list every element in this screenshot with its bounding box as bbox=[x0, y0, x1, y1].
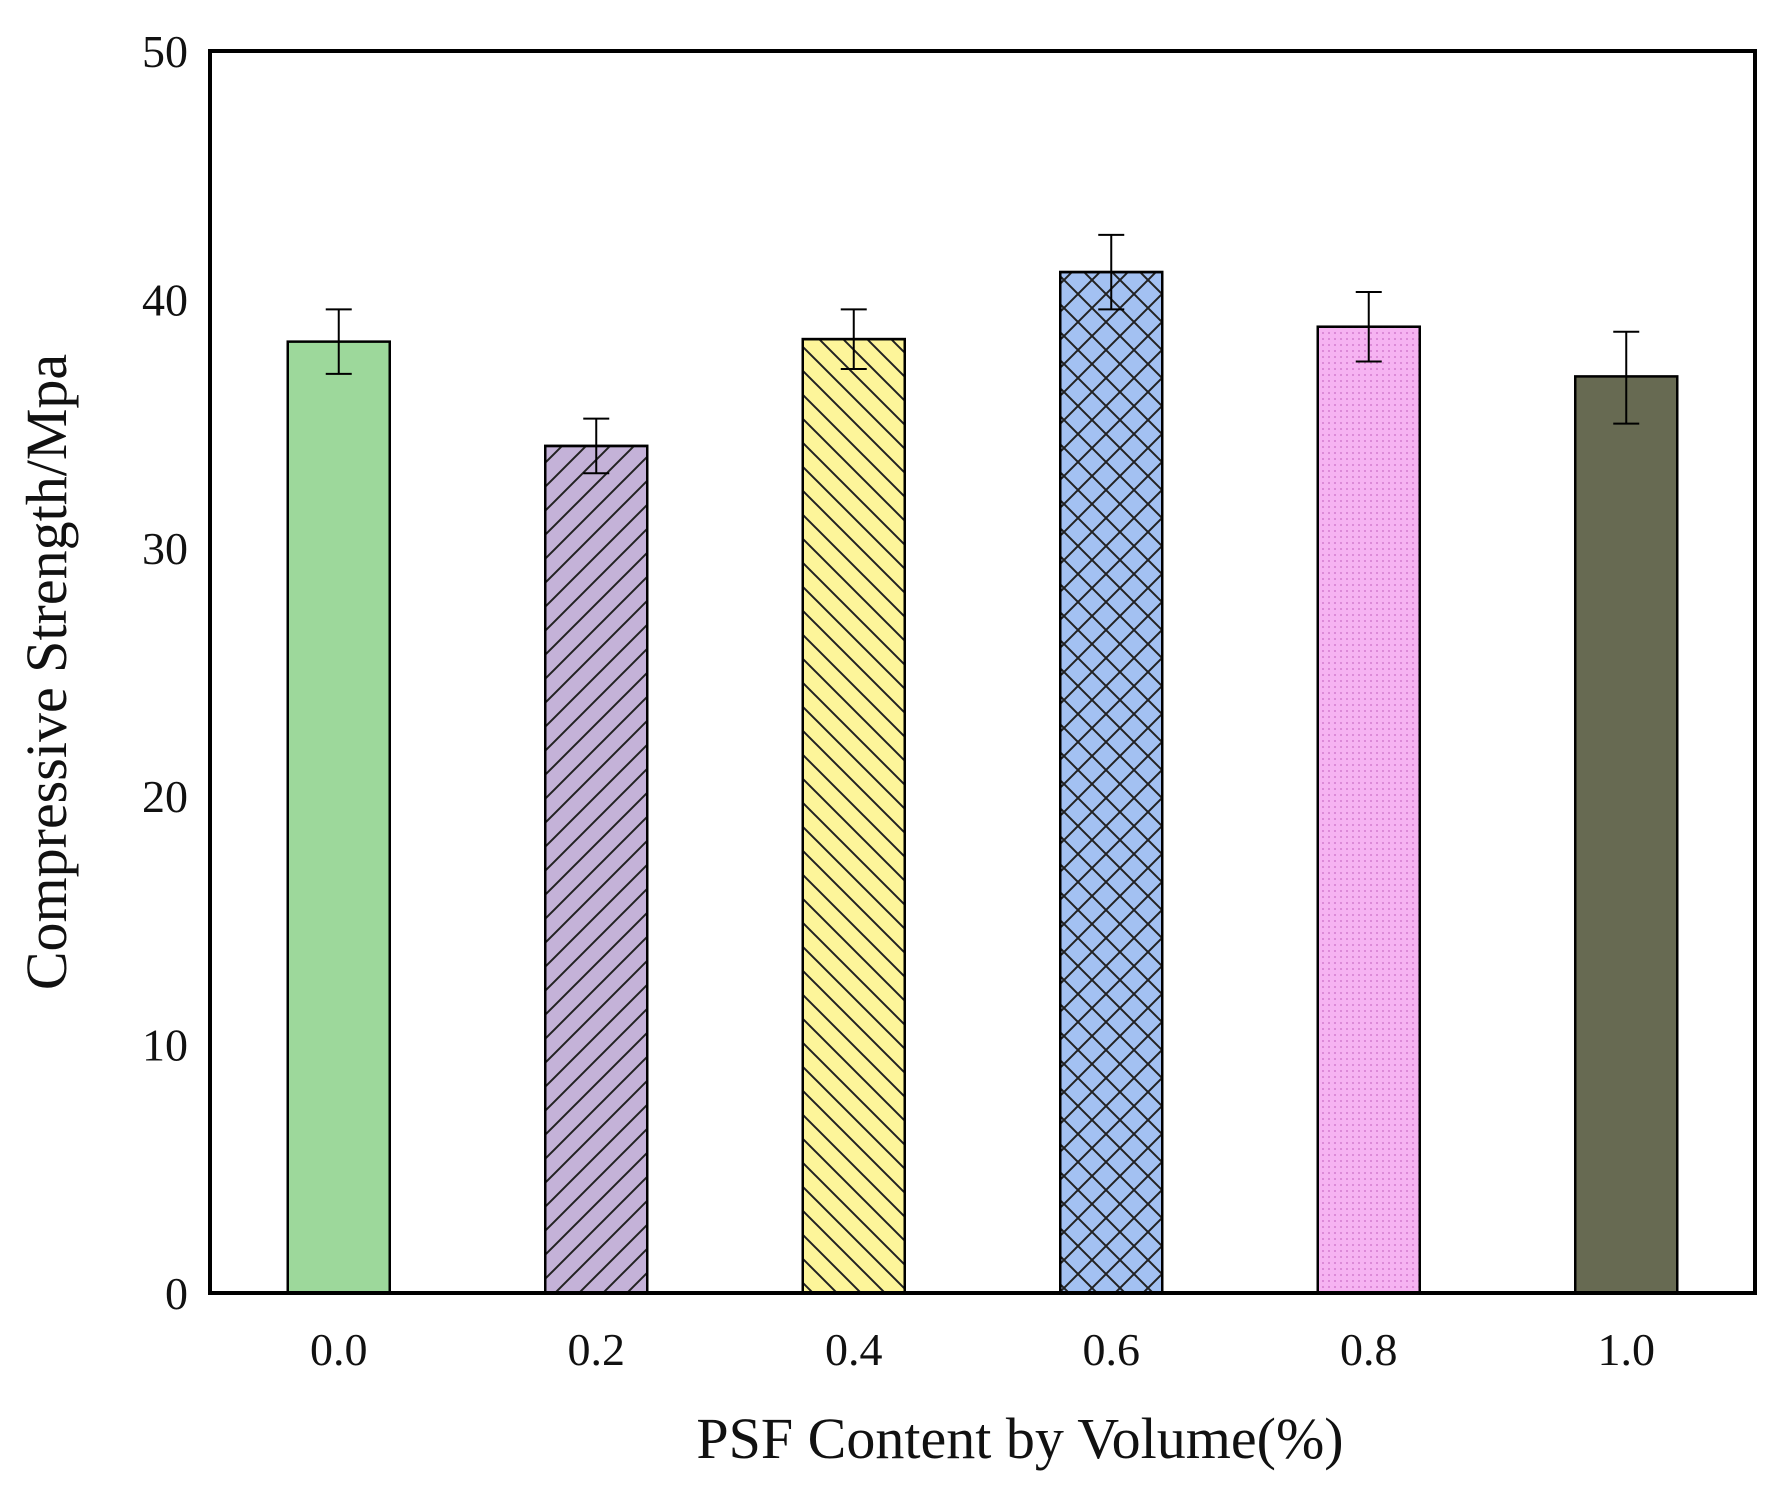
x-tick-label: 0.2 bbox=[568, 1324, 626, 1375]
bar-1.0 bbox=[1574, 375, 1679, 1295]
x-tick-label: 0.6 bbox=[1083, 1324, 1141, 1375]
x-tick-label: 0.8 bbox=[1340, 1324, 1398, 1375]
bar-pattern-0.8 bbox=[1316, 325, 1421, 1295]
y-tick-label: 20 bbox=[142, 771, 188, 822]
y-tick-label: 10 bbox=[142, 1020, 188, 1071]
x-axis-title: PSF Content by Volume(%) bbox=[696, 1406, 1343, 1471]
bar-pattern-0.2 bbox=[544, 444, 649, 1295]
bar-pattern-0.6 bbox=[1059, 270, 1164, 1295]
bar-0.0 bbox=[286, 340, 391, 1295]
y-tick-label: 50 bbox=[142, 26, 188, 77]
plot-frame bbox=[208, 49, 1757, 1295]
x-tick-label: 1.0 bbox=[1598, 1324, 1656, 1375]
x-tick-label: 0.4 bbox=[825, 1324, 883, 1375]
y-axis-title: Compressive Strength/Mpa bbox=[14, 354, 79, 990]
y-tick-label: 0 bbox=[165, 1268, 188, 1319]
y-tick-label: 30 bbox=[142, 523, 188, 574]
bar-pattern-0.4 bbox=[801, 337, 906, 1295]
x-tick-label: 0.0 bbox=[310, 1324, 368, 1375]
y-tick-label: 40 bbox=[142, 274, 188, 325]
